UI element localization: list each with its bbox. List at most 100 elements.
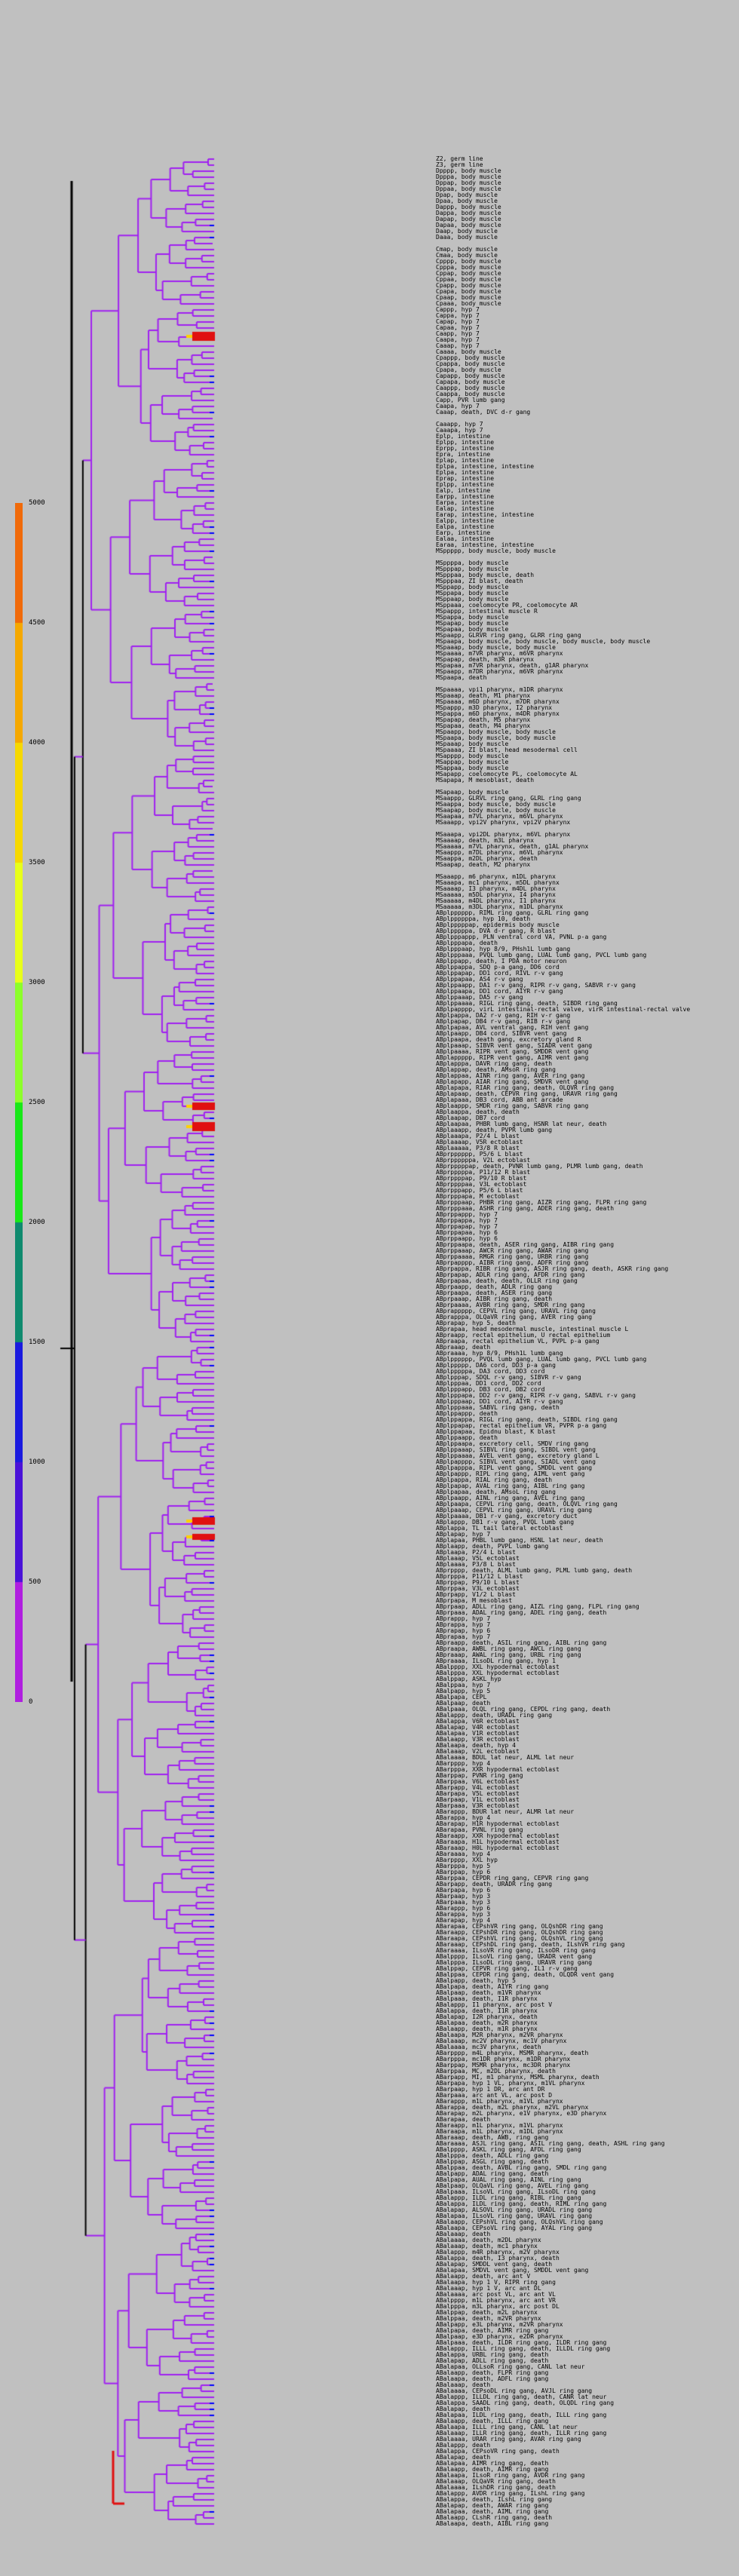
- leaf-label: ABplppaaap, SIBVL ring gang, SIBDL vent …: [436, 1446, 596, 1453]
- leaf-label: Eplpa, intestine, intestine: [436, 463, 535, 470]
- leaf-label: MSaapaa, m7VL pharynx, m6VL pharynx: [436, 813, 563, 820]
- leaf-label: ABprppappa, hyp 7: [436, 1217, 498, 1224]
- leaf-label: ABprpappa, RIBR ring gang, ASJR ring gan…: [436, 1265, 669, 1272]
- leaf-label: Capaa, hyp 7: [436, 324, 480, 331]
- leaf-label: ABplppaapa, excretory cell, SMDV ring ga…: [436, 1440, 589, 1447]
- leaf-label: ABalapap, V4R ectoblast: [436, 1724, 520, 1731]
- leaf-label: ABplpppaaa, SABVL ring gang, death: [436, 1404, 560, 1411]
- leaf-label: ABplapap, hyp 7: [436, 1531, 491, 1538]
- leaf-label: ABprppappp, hyp 7: [436, 1211, 498, 1218]
- leaf-label: ABplppapap, rectal epithelium VR, PVPR p…: [436, 1422, 607, 1429]
- leaf-label: Eplpp, intestine: [436, 481, 495, 488]
- leaf-label: ABaraapa, m1L pharynx, m1DL pharynx: [436, 2128, 563, 2135]
- leaf-label: ABalappa, URBL ring gang, death: [436, 2351, 549, 2358]
- leaf-label: ABarapaa, death: [436, 2116, 491, 2123]
- leaf-label: ABprpppapa, M ectoblast: [436, 1193, 520, 1200]
- leaf-label: ABalappa, CEPsoVR ring gang, death: [436, 2448, 560, 2455]
- leaf-label: ABalpaaa, death, ILDR ring gang, ILDR ri…: [436, 2339, 607, 2346]
- leaf-label: ABalpapa, CEPL: [436, 1694, 487, 1700]
- leaf-label: ABarppap, MSMR pharynx, mc3DR pharynx: [436, 2062, 571, 2068]
- leaf-label: Dpap, body muscle: [436, 192, 498, 198]
- leaf-label: ABaraapa, H1L hypodermal ectoblast: [436, 1838, 560, 1845]
- leaf-label: ABplpappa, DA2 r-v gang, RIH v-r gang: [436, 1012, 571, 1019]
- leaf-label: ABalaapp, death, FLPR ring gang: [436, 2369, 549, 2376]
- leaf-label: ABplpapap, DB4 r-v gang, RIB r-v gang: [436, 1018, 571, 1025]
- leaf-label: ABarapaa, CEPshVR ring gang, OLQshDR rin…: [436, 1923, 603, 1930]
- leaf-label: ABprappa, hyp 7: [436, 1621, 491, 1628]
- leaf-label: ABprpppppp, P5/6 L blast: [436, 1151, 523, 1158]
- leaf-label: ABalappa, ILDL ring gang, death, RIML ri…: [436, 2200, 607, 2207]
- leaf-label: ABplpapaa, death, AMsoL ring gang: [436, 1489, 556, 1495]
- leaf-label: ABarpppa, mc1DR pharynx, m1DR pharynx: [436, 2056, 571, 2062]
- leaf-label: MSpaaaa, m6D pharynx, m7DR pharynx: [436, 698, 560, 705]
- leaf-label: ABarappp, m1L pharynx, m1VL pharynx: [436, 2098, 563, 2105]
- legend-tick-label: 1000: [29, 1458, 45, 1466]
- leaf-label: ABalaapa, CEPsoVL ring gang, AYAL ring g…: [436, 2225, 593, 2231]
- leaf-label: ABarpaaa, hyp 3: [436, 1899, 491, 1906]
- leaf-label: ABalapaa, SMDVL vent gang, SMDDL vent ga…: [436, 2267, 589, 2274]
- leaf-label: ABarappa, hyp 3: [436, 1911, 491, 1918]
- leaf-label: ABalppap, death, m2L pharynx: [436, 2309, 538, 2316]
- leaf-label: MSpapap, death, M5 pharynx: [436, 716, 531, 723]
- leaf-label: Daaa, body muscle: [436, 234, 498, 241]
- leaf-label: ABalppaa, death, AVBL ring gang, SMDL ri…: [436, 2164, 607, 2171]
- legend-tick-label: 4000: [29, 739, 45, 747]
- leaf-label: MSpaaaa, ZI blast, head mesodermal cell: [436, 747, 578, 753]
- leaf-label: ABarpppp, hyp 4: [436, 1760, 491, 1767]
- leaf-label: ABpraaaa, ILsoDL ring gang, hyp 1: [436, 1658, 556, 1664]
- leaf-label: ABpraapp, rectal epithelium, U rectal ep…: [436, 1332, 611, 1339]
- leaf-label: MSpaapp, GLRVR ring gang, GLRR ring gang: [436, 632, 581, 639]
- leaf-label: ABalapaa, death, m2R pharynx: [436, 2019, 538, 2026]
- leaf-label: ABalpppa, m3L pharynx, arc post DL: [436, 2303, 560, 2310]
- leaf-label: ABprpppa, P11/12 L blast: [436, 1573, 523, 1580]
- leaf-label: ABalpapa, death, AIYR ring gang: [436, 1983, 549, 1990]
- leaf-label: ABplppapap, DD1 cord, RIVL r-v gang: [436, 970, 563, 977]
- leaf-label: MSaaapp, m6 pharynx, m1DL pharynx: [436, 873, 556, 880]
- leaf-label: ABpraapa, AWBL ring gang, AWCL ring gang: [436, 1645, 581, 1652]
- leaf-label: ABplaapap, DB7 cord: [436, 1115, 505, 1121]
- leaf-label: MSpappp, intestinal muscle R: [436, 608, 538, 615]
- leaf-label: ABalappa, death, I3 pharynx, death: [436, 2255, 560, 2262]
- leaf-label: MSpaaap, death, M1 pharynx: [436, 692, 531, 699]
- leaf-label: ABplaaaa, P3/8 L blast: [436, 1561, 516, 1568]
- leaf-label: MSpapaa, body muscle: [436, 626, 509, 633]
- leaf-label: ABplpppaap, DD1 cord, AIYR r-v gang: [436, 1398, 563, 1405]
- leaf-label: ABarpppa, hyp 5: [436, 1863, 491, 1869]
- leaf-label: MSapppp, body muscle: [436, 753, 509, 759]
- leaf-label: ABarpapa, V5L ectoblast: [436, 1790, 520, 1797]
- leaf-label: Eplap, intestine: [436, 457, 495, 464]
- leaf-label: ABalapaa, OLLsoR ring gang, CANL lat neu…: [436, 2363, 585, 2370]
- leaf-label: ABalpppp, XXL hypodermal ectoblast: [436, 1664, 560, 1670]
- leaf-label: ABalppaa, hyp 7: [436, 1682, 491, 1688]
- leaf-label: ABalappp, I1 pharynx, arc post V: [436, 2001, 553, 2008]
- leaf-label: ABplpppapa, death: [436, 940, 498, 946]
- leaf-label: ABalapaa, AIMR ring gang, death: [436, 2460, 549, 2467]
- leaf-label: ABpraapp, death, ASIL ring gang, AIBL ri…: [436, 1639, 607, 1646]
- leaf-label: ABplpppappp, PLN ventral cord VA, PVNL p…: [436, 934, 607, 940]
- leaf-label: ABalappa, V6R ectoblast: [436, 1718, 520, 1725]
- leaf-label: MSapapa, M mesoblast, death: [436, 777, 535, 784]
- leaf-label: MSppppa, body muscle: [436, 560, 509, 566]
- leaf-label: Ealpa, intestine: [436, 523, 495, 530]
- leaf-label: Cappa, hyp 7: [436, 312, 480, 319]
- leaf-label: ABprpppppap, death, PVNR lumb gang, PLMR…: [436, 1163, 643, 1170]
- leaf-label: MSaaaaa, m4DL pharynx, I1 pharynx: [436, 897, 556, 904]
- leaf-label: ABalaapa, M2R pharynx, m2VR pharynx: [436, 2032, 563, 2038]
- leaf-label: MSpppap, body muscle: [436, 566, 509, 572]
- leaf-label: ABarapap, hyp 4: [436, 1917, 491, 1924]
- leaf-label: ABplappa, TL tail lateral ectoblast: [436, 1525, 563, 1532]
- leaf-label: MSpapap, body muscle: [436, 620, 509, 627]
- leaf-label: MSaappp, m7DL pharynx, m6VL pharynx: [436, 849, 563, 856]
- leaf-label: ABprpapp, V1/2 L blast: [436, 1591, 516, 1598]
- leaf-label: ABplpppap, SDQL r-v gang, SIBVR r-v gang: [436, 1374, 581, 1381]
- leaf-label: MSappap, body muscle: [436, 759, 509, 765]
- leaf-label: ABplpaaap, SIBVR vent gang, SIADR vent g…: [436, 1042, 593, 1049]
- leaf-label: MSaaapa, vpi2DL pharynx, m6VL pharynx: [436, 831, 571, 838]
- leaf-label: ABalappa, death, I1R pharynx: [436, 2007, 538, 2014]
- leaf-label: Cpppp, body muscle: [436, 258, 501, 265]
- leaf-label: ABplpapap, AVAL ring gang, AIBL ring gan…: [436, 1483, 585, 1489]
- leaf-label: ABalaaaa, URAR ring gang, AVAR ring gang: [436, 2436, 581, 2443]
- leaf-label: ABarpapp, V4L ectoblast: [436, 1784, 520, 1791]
- leaf-label: ABplpaaaa, RIPR vent gang, SMDDR vent ga…: [436, 1048, 589, 1055]
- leaf-label: ABalappp, death: [436, 2442, 491, 2449]
